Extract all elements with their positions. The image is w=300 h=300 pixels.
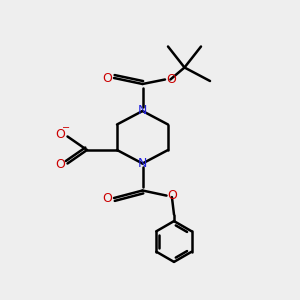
Text: −: − [62, 123, 70, 133]
Text: O: O [55, 158, 65, 171]
Text: O: O [166, 73, 176, 86]
Text: O: O [168, 189, 177, 202]
Text: O: O [103, 191, 112, 205]
Text: N: N [138, 157, 147, 170]
Text: O: O [55, 128, 65, 142]
Text: O: O [103, 71, 112, 85]
Text: N: N [138, 104, 147, 118]
